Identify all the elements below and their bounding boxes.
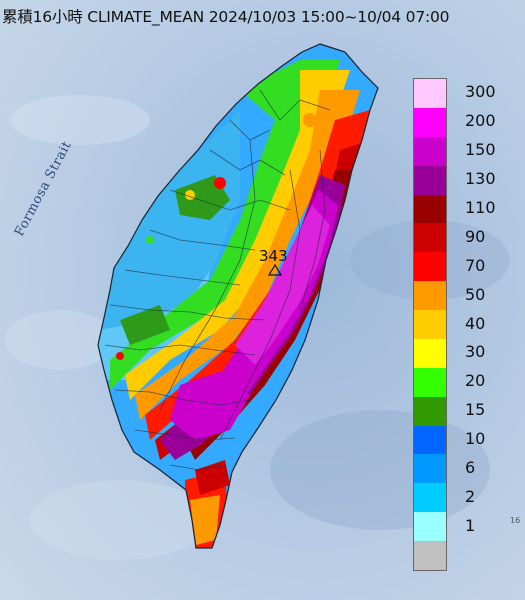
rainfall-bands	[98, 60, 370, 548]
legend-swatch	[414, 310, 446, 340]
legend-swatch	[414, 165, 446, 196]
legend-label: 110	[465, 197, 496, 217]
legend-label: 200	[465, 111, 496, 131]
legend-swatch	[414, 396, 446, 427]
legend-swatch	[414, 79, 446, 109]
legend-swatches	[413, 78, 447, 571]
legend-label: 10	[465, 429, 486, 449]
legend-swatch	[414, 454, 446, 484]
legend-label: 300	[465, 82, 496, 102]
legend-swatch	[414, 107, 446, 138]
legend-swatch	[414, 281, 446, 311]
map-title: 累積16小時 CLIMATE_MEAN 2024/10/03 15:00~10/…	[2, 8, 450, 26]
legend-swatch	[414, 252, 446, 282]
edge-text: 16	[510, 516, 521, 525]
legend-swatch	[414, 541, 446, 571]
legend-label: 6	[465, 457, 476, 477]
legend-swatch	[414, 367, 446, 398]
legend-swatch	[414, 194, 446, 224]
legend-label: 2	[465, 486, 476, 506]
legend-label: 50	[465, 284, 486, 304]
legend-label: 15	[465, 400, 486, 420]
legend-label: 40	[465, 313, 486, 333]
legend-swatch	[414, 512, 446, 542]
legend-label: 1	[465, 515, 476, 535]
legend-label: 130	[465, 169, 496, 189]
legend-label: 20	[465, 371, 486, 391]
legend-swatch	[414, 223, 446, 253]
legend: 300 200 150 130 110 90 70 50 40 30 20 15 10 6 2 1	[413, 78, 523, 571]
legend-swatch	[414, 136, 446, 167]
legend-label: 30	[465, 342, 486, 362]
boundaries	[104, 89, 331, 471]
legend-swatch	[414, 338, 446, 369]
legend-label: 90	[465, 226, 486, 246]
peak-value: 343	[259, 247, 288, 265]
triangle-icon	[268, 264, 282, 276]
legend-label: 70	[465, 255, 486, 275]
legend-swatch	[414, 425, 446, 455]
legend-swatch	[414, 483, 446, 513]
legend-label: 150	[465, 140, 496, 160]
island-outline	[97, 43, 379, 549]
